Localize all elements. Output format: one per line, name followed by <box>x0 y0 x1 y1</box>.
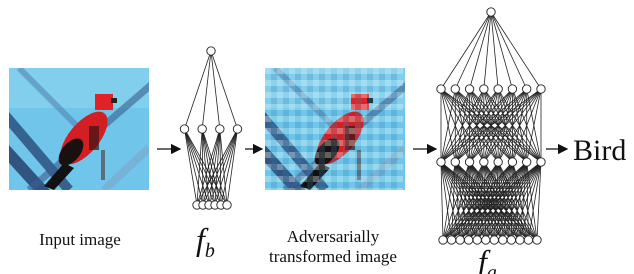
node <box>480 85 488 93</box>
node <box>516 236 524 244</box>
node <box>233 125 241 133</box>
node <box>437 158 445 166</box>
figure: Bird Input image fb Adversarially transf… <box>0 0 634 274</box>
node <box>490 236 498 244</box>
edge <box>197 129 202 205</box>
node <box>533 236 541 244</box>
node <box>508 158 516 166</box>
input-label: Input image <box>39 230 121 249</box>
node <box>537 85 545 93</box>
node <box>523 158 531 166</box>
node <box>207 47 215 55</box>
adversarial-label-line: Adversarially <box>287 227 380 246</box>
edge <box>185 51 212 129</box>
node <box>451 158 459 166</box>
node <box>524 236 532 244</box>
node <box>508 85 516 93</box>
node <box>494 158 502 166</box>
node <box>451 85 459 93</box>
node <box>223 201 231 209</box>
fb-label: fb <box>196 221 215 262</box>
node <box>464 236 472 244</box>
node <box>465 158 473 166</box>
edge <box>491 12 541 89</box>
adversarial-image <box>255 68 415 198</box>
edge <box>469 162 470 240</box>
node <box>494 85 502 93</box>
edge <box>211 51 238 129</box>
fa-sub: a <box>487 262 497 274</box>
node <box>447 236 455 244</box>
output-label: Bird <box>573 134 626 167</box>
node <box>439 236 447 244</box>
adversarial-label-line: transformed image <box>269 247 397 266</box>
node <box>456 236 464 244</box>
edge <box>202 51 211 129</box>
node <box>537 158 545 166</box>
edge <box>211 51 220 129</box>
node <box>487 8 495 16</box>
node <box>507 236 515 244</box>
edge <box>441 12 491 89</box>
node <box>523 85 531 93</box>
node <box>216 125 224 133</box>
input-image <box>0 68 159 198</box>
node <box>180 125 188 133</box>
node <box>437 85 445 93</box>
fb-sub: b <box>205 240 215 262</box>
node <box>480 158 488 166</box>
node <box>465 85 473 93</box>
node <box>499 236 507 244</box>
node <box>198 125 206 133</box>
fa-label: fa <box>478 243 497 274</box>
